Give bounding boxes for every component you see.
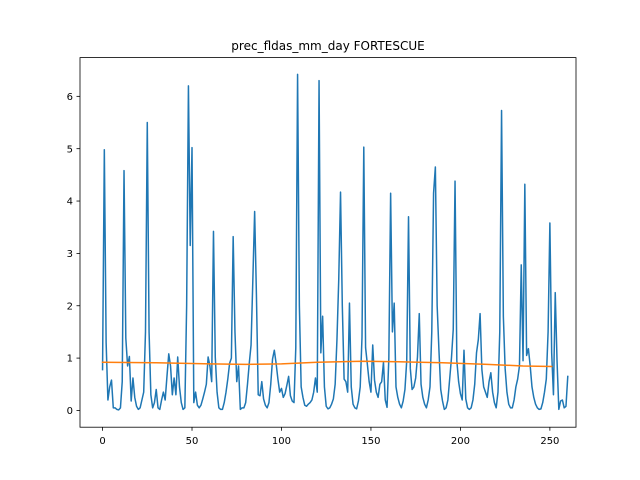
x-tick-label: 200 bbox=[451, 436, 470, 447]
x-tick-label: 100 bbox=[272, 436, 291, 447]
x-tick-label: 150 bbox=[361, 436, 380, 447]
y-tick-label: 1 bbox=[67, 354, 73, 365]
x-axis: 0 50 100 150 200 250 bbox=[99, 427, 559, 447]
x-tick-label: 250 bbox=[540, 436, 559, 447]
y-tick-label: 4 bbox=[67, 197, 73, 208]
series-layer bbox=[101, 73, 569, 411]
y-axis: 0 1 2 3 4 5 6 bbox=[67, 92, 80, 417]
series-line-2 bbox=[101, 360, 553, 368]
chart-title: prec_fldas_mm_day FORTESCUE bbox=[231, 39, 424, 53]
y-tick-label: 0 bbox=[67, 406, 73, 417]
axes-frame bbox=[79, 57, 577, 428]
y-tick-label: 5 bbox=[67, 144, 73, 155]
y-tick-label: 2 bbox=[67, 301, 73, 312]
y-tick-label: 6 bbox=[67, 92, 73, 103]
y-tick-label: 3 bbox=[67, 249, 73, 260]
x-tick-label: 50 bbox=[186, 436, 199, 447]
plot-area bbox=[79, 57, 577, 428]
x-tick-label: 0 bbox=[99, 436, 105, 447]
series-line-1 bbox=[101, 73, 569, 411]
